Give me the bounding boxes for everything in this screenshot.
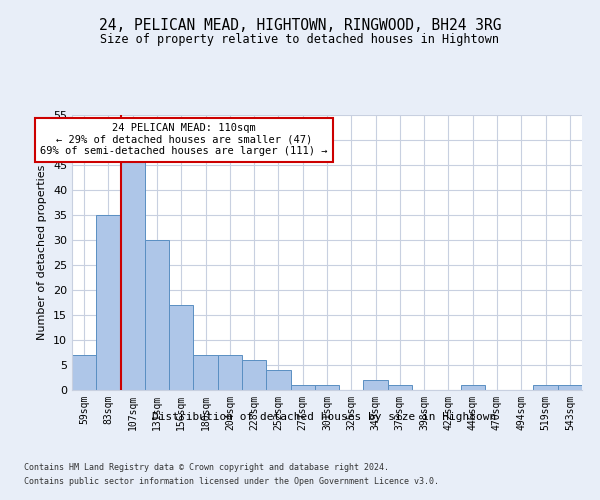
Bar [121,160,145,390]
Text: 24 PELICAN MEAD: 110sqm
← 29% of detached houses are smaller (47)
69% of semi-de: 24 PELICAN MEAD: 110sqm ← 29% of detache… [40,123,328,156]
Bar [558,385,582,390]
Bar [242,360,266,390]
Y-axis label: Number of detached properties: Number of detached properties [37,165,47,340]
Text: Size of property relative to detached houses in Hightown: Size of property relative to detached ho… [101,32,499,46]
Bar [364,380,388,390]
Bar [72,355,96,390]
Bar [96,215,121,390]
Text: Contains public sector information licensed under the Open Government Licence v3: Contains public sector information licen… [24,478,439,486]
Text: Distribution of detached houses by size in Hightown: Distribution of detached houses by size … [152,412,496,422]
Bar [169,305,193,390]
Bar [290,385,315,390]
Bar [461,385,485,390]
Bar [218,355,242,390]
Bar [193,355,218,390]
Bar [388,385,412,390]
Bar [266,370,290,390]
Text: Contains HM Land Registry data © Crown copyright and database right 2024.: Contains HM Land Registry data © Crown c… [24,462,389,471]
Text: 24, PELICAN MEAD, HIGHTOWN, RINGWOOD, BH24 3RG: 24, PELICAN MEAD, HIGHTOWN, RINGWOOD, BH… [99,18,501,32]
Bar [315,385,339,390]
Bar [533,385,558,390]
Bar [145,240,169,390]
